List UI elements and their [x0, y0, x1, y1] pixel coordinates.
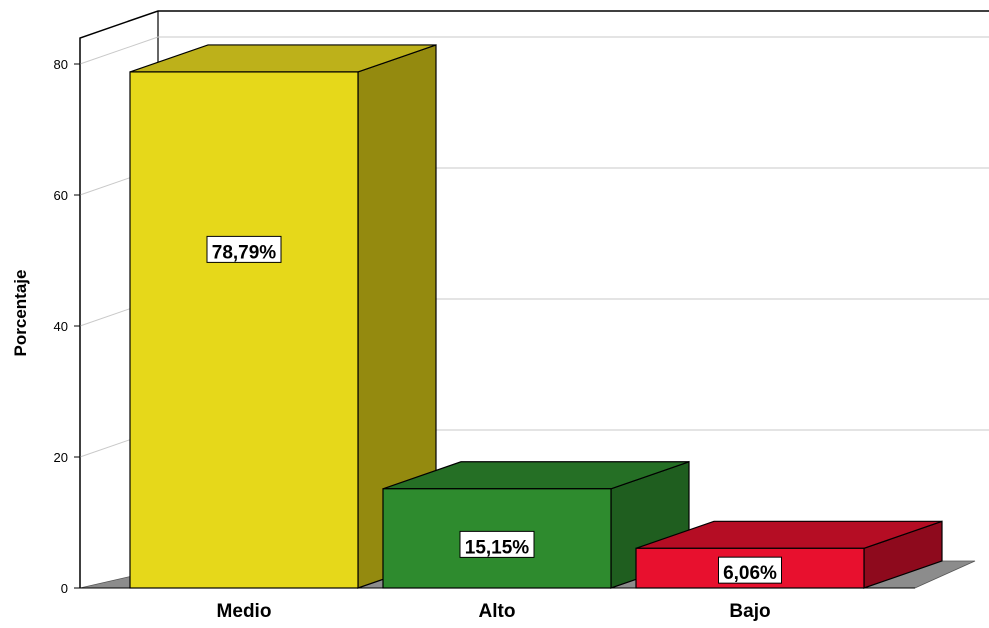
y-tick-label: 0 — [61, 581, 68, 596]
data-label: 78,79% — [212, 242, 277, 263]
bars: 78,79% 15,15% 6,06% — [129, 44, 943, 589]
bar-medio: 78,79% — [129, 44, 437, 589]
y-axis-title: Porcentaje — [11, 270, 30, 357]
x-tick-label: Medio — [217, 601, 272, 622]
data-label-box — [718, 556, 782, 584]
bar-bajo: 6,06% — [635, 520, 943, 589]
data-label-box — [206, 235, 282, 263]
x-tick-label: Bajo — [729, 601, 770, 622]
y-tick-label: 60 — [54, 188, 68, 203]
bar-front — [129, 71, 359, 589]
y-tick-label: 20 — [54, 450, 68, 465]
x-axis: Medio Alto Bajo — [80, 587, 915, 622]
data-label: 6,06% — [723, 563, 777, 584]
gridline-side — [79, 36, 159, 65]
y-tick-label: 40 — [54, 319, 68, 334]
data-label-box — [459, 530, 535, 558]
x-tick-label: Alto — [479, 601, 516, 622]
data-label: 15,15% — [465, 537, 530, 558]
y-tick-label: 80 — [54, 57, 68, 72]
y-axis: 0 20 40 60 80 — [54, 57, 81, 596]
